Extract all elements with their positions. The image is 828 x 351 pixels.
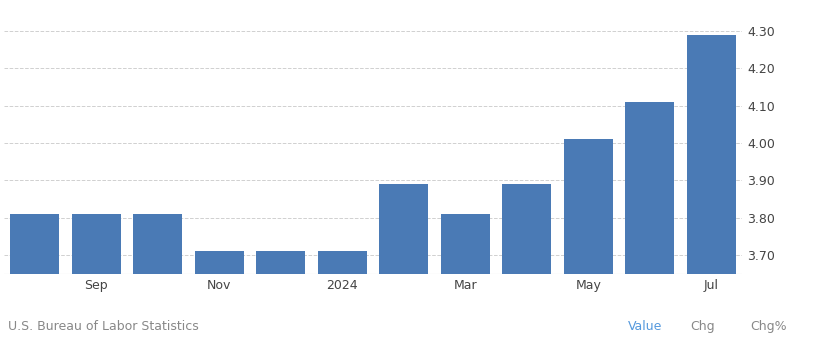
Bar [10,214,60,351]
Bar [378,184,428,351]
Text: Chg%: Chg% [749,320,786,333]
Bar [195,251,243,351]
Text: U.S. Bureau of Labor Statistics: U.S. Bureau of Labor Statistics [8,320,199,333]
Bar [440,214,489,351]
Bar [502,184,551,351]
Bar [133,214,182,351]
Bar [686,35,735,351]
Text: Value: Value [628,320,662,333]
Text: Chg: Chg [690,320,715,333]
Bar [624,102,673,351]
Bar [72,214,121,351]
Bar [256,251,305,351]
Bar [317,251,367,351]
Bar [563,139,612,351]
